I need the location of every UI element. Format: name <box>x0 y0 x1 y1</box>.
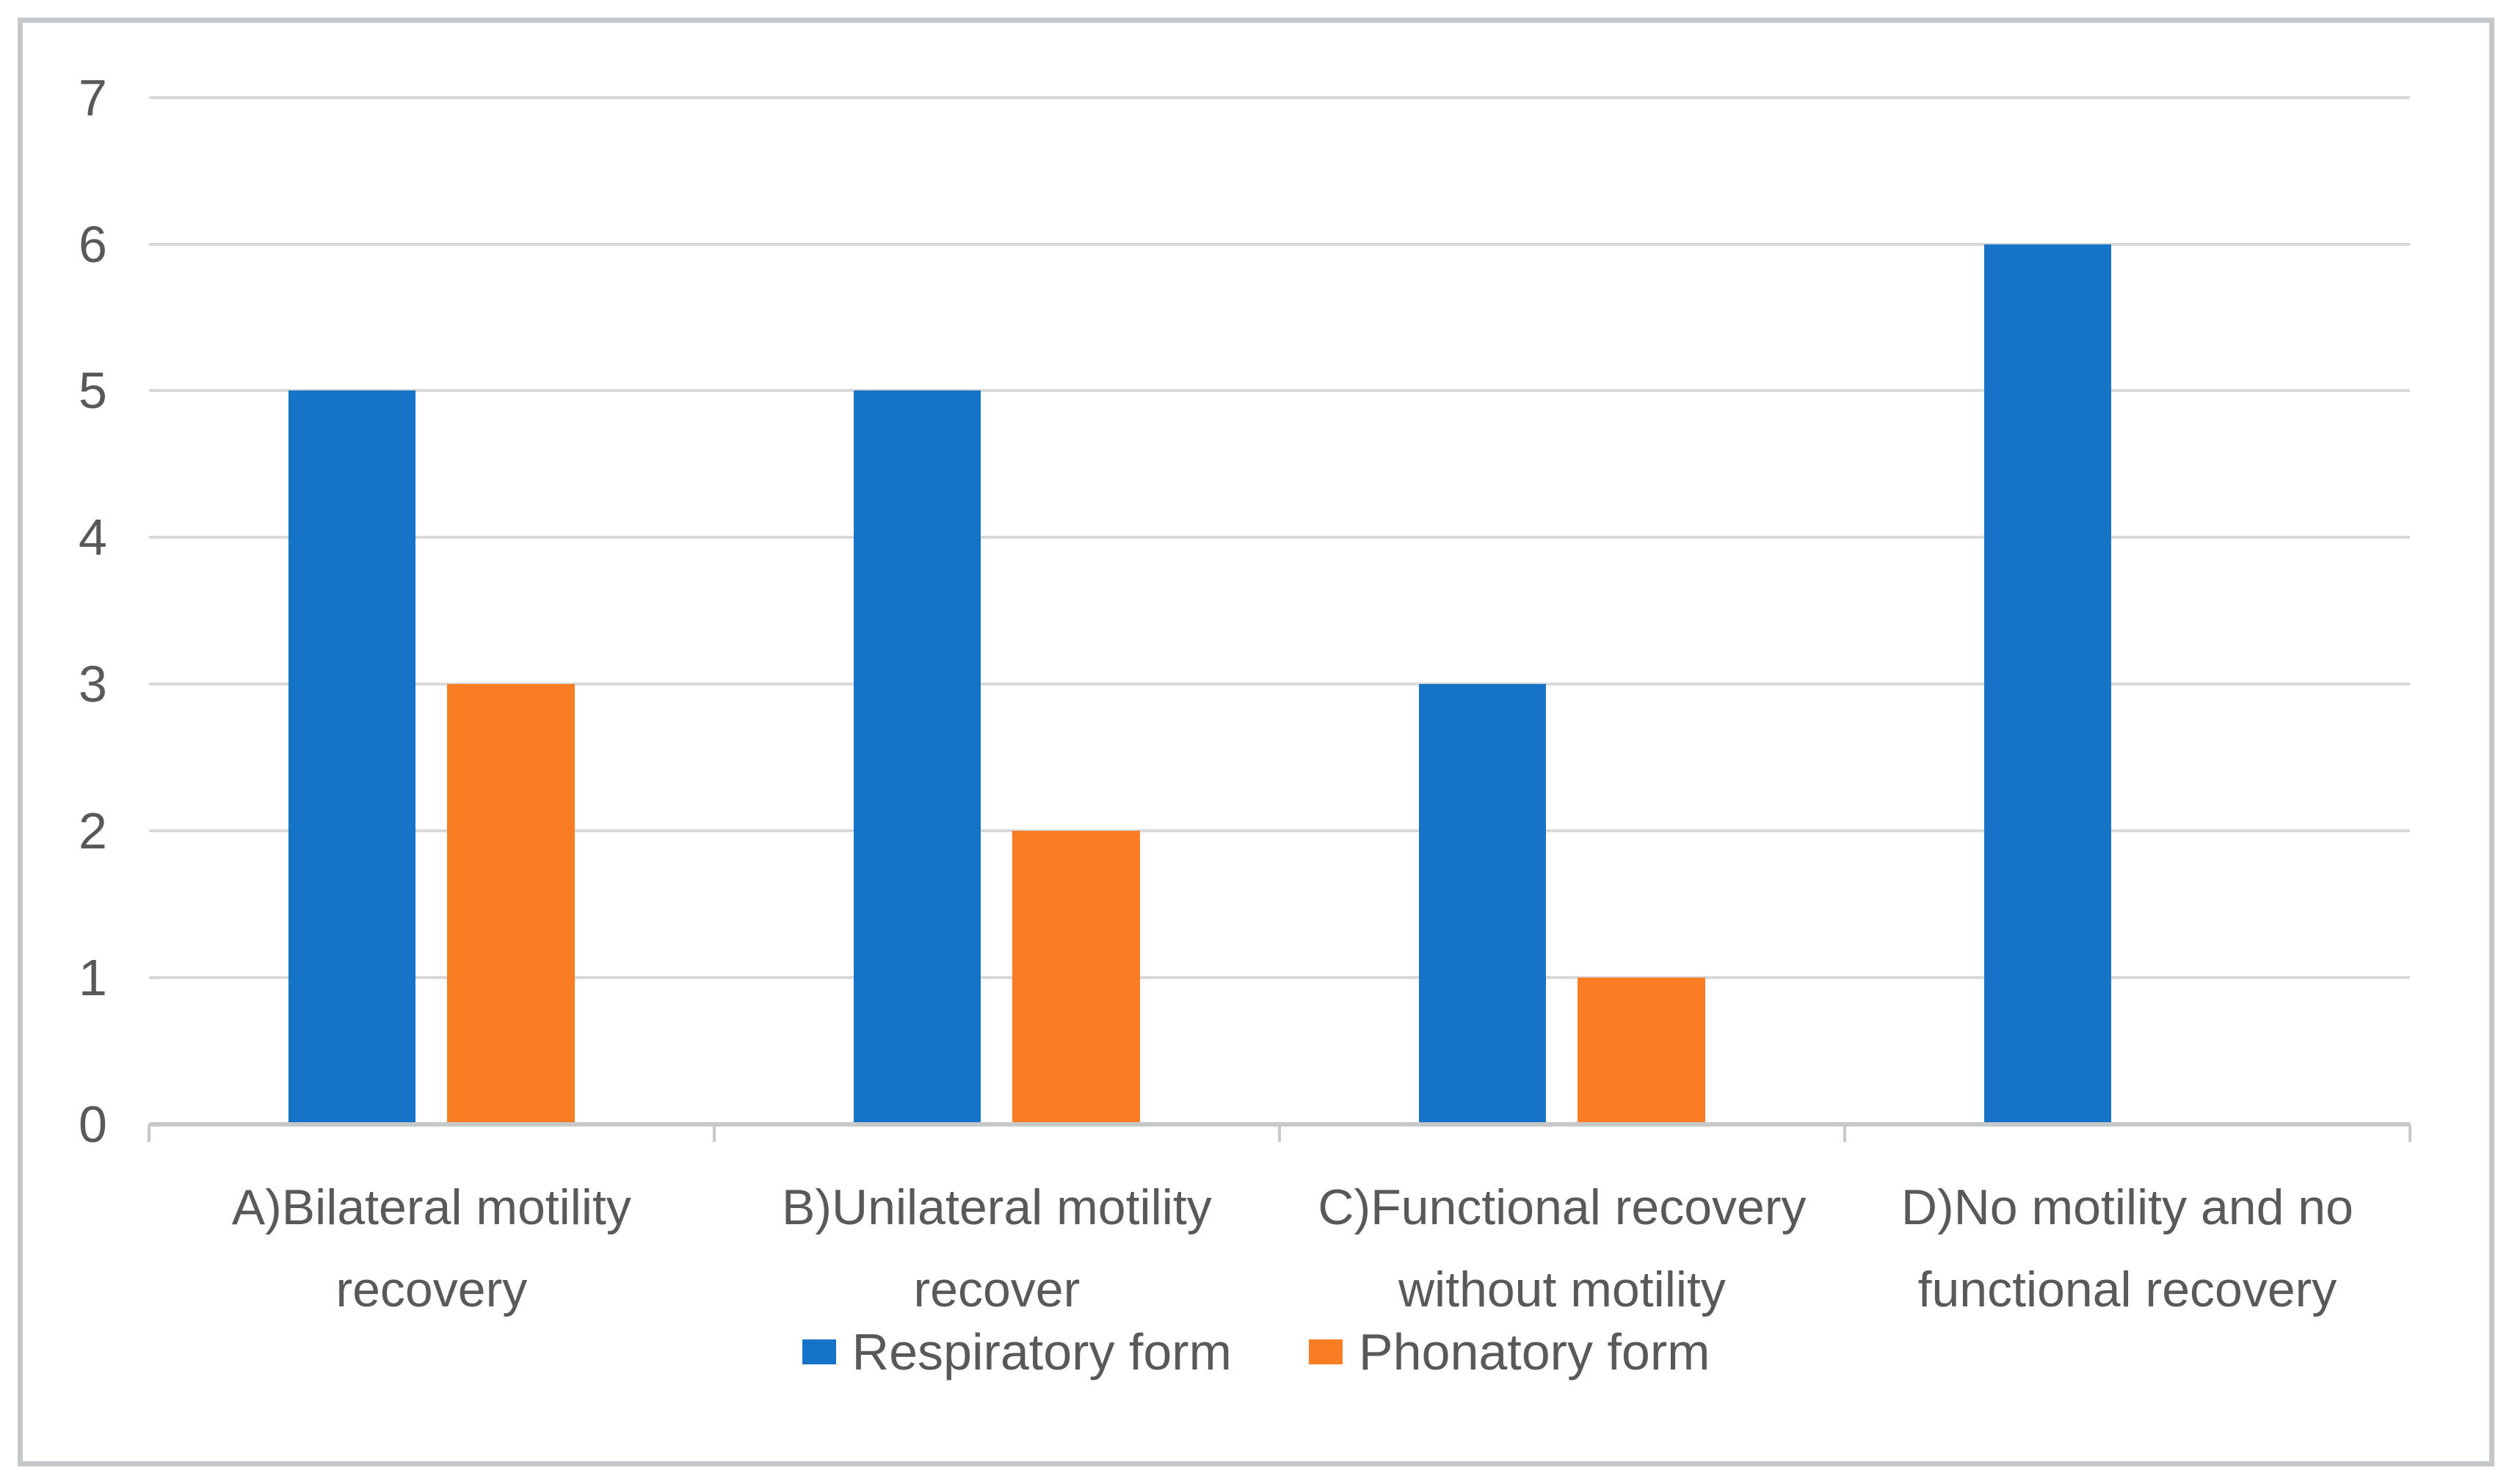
gridline-3 <box>148 683 2410 686</box>
bar-phonatory-form-2 <box>1578 977 1705 1124</box>
axis-tick-0 <box>147 1124 150 1142</box>
legend-label-respiratory-form: Respiratory form <box>852 1323 1232 1381</box>
bar-respiratory-form-1 <box>854 390 981 1124</box>
bar-group-1 <box>714 98 1279 1124</box>
bar-group-3 <box>1845 98 2410 1124</box>
gridline-7 <box>148 95 2410 99</box>
bar-respiratory-form-0 <box>288 390 416 1124</box>
gridline-6 <box>148 242 2410 246</box>
plot-area <box>147 95 2411 1142</box>
legend-item-phonatory-form: Phonatory form <box>1308 1323 1710 1381</box>
axis-tick-1 <box>712 1124 716 1142</box>
legend-swatch-phonatory-form <box>1308 1339 1343 1364</box>
y-tick-label-4: 4 <box>78 509 107 567</box>
y-tick-label-6: 6 <box>78 215 107 273</box>
category-label-0: A)Bilateral motility recovery <box>231 1179 631 1318</box>
y-tick-label-3: 3 <box>78 655 107 713</box>
legend-label-phonatory-form: Phonatory form <box>1358 1323 1710 1381</box>
gridline-4 <box>148 536 2410 539</box>
bars-layer <box>149 98 2410 1124</box>
category-label-2: C)Functional recovery without motility <box>1318 1179 1807 1318</box>
bar-group-2 <box>1279 98 1845 1124</box>
bar-group-0 <box>149 98 714 1124</box>
bar-respiratory-form-3 <box>1984 244 2112 1124</box>
y-tick-label-5: 5 <box>78 362 107 420</box>
bar-phonatory-form-1 <box>1012 830 1140 1124</box>
gridline-5 <box>148 389 2410 393</box>
category-label-1: B)Unilateral motility recover <box>782 1179 1212 1318</box>
axis-tick-4 <box>2408 1124 2411 1142</box>
y-tick-label-0: 0 <box>78 1095 107 1153</box>
gridline-2 <box>148 829 2410 832</box>
bar-respiratory-form-2 <box>1419 684 1547 1124</box>
category-label-3: D)No motility and no functional recovery <box>1901 1179 2353 1318</box>
y-tick-label-2: 2 <box>78 801 107 859</box>
legend-swatch-respiratory-form <box>802 1339 836 1364</box>
x-axis-labels: A)Bilateral motility recovery B)Unilatera… <box>149 1166 2410 1331</box>
axis-tick-3 <box>1843 1124 1846 1142</box>
legend-item-respiratory-form: Respiratory form <box>802 1326 1232 1378</box>
axis-tick-2 <box>1277 1124 1281 1142</box>
gridline-1 <box>148 975 2410 979</box>
y-tick-label-7: 7 <box>78 68 107 126</box>
bar-phonatory-form-0 <box>447 684 575 1124</box>
legend: Respiratory form Phonatory form <box>23 1326 2489 1378</box>
y-tick-label-1: 1 <box>78 948 107 1006</box>
chart-figure: 0 1 2 3 4 5 6 7 A)Bilateral motility recovery B)… <box>18 18 2494 1466</box>
